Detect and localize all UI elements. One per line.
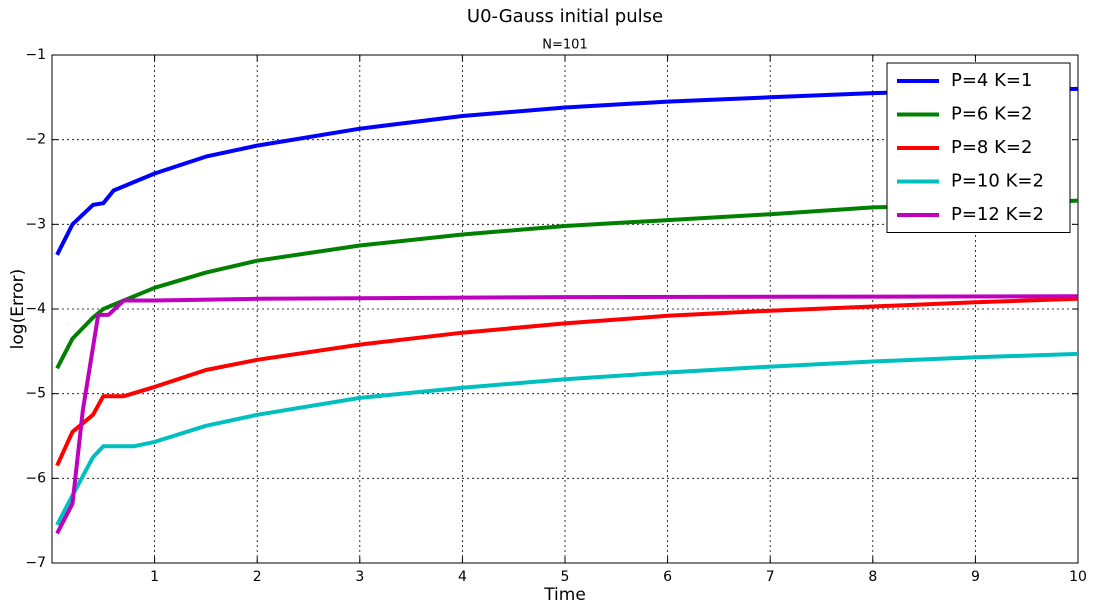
- x-tick-label: 1: [150, 569, 159, 585]
- legend-label: P=12 K=2: [951, 204, 1044, 225]
- chart-title: U0-Gauss initial pulse: [467, 6, 663, 27]
- legend-box: [886, 62, 1071, 233]
- y-tick-label: −1: [25, 47, 46, 63]
- y-tick-label: −4: [25, 301, 46, 317]
- line-series: [55, 294, 1079, 535]
- y-tick-label: −2: [25, 132, 46, 148]
- line-series: [55, 296, 1079, 467]
- x-tick-label: 3: [355, 569, 364, 585]
- x-tick-label: 9: [971, 569, 980, 585]
- legend-label: P=4 K=1: [951, 70, 1032, 91]
- y-tick-label: −5: [25, 386, 46, 402]
- y-tick-label: −7: [25, 555, 46, 571]
- y-tick-label: −6: [25, 470, 46, 486]
- x-axis-label: Time: [543, 585, 586, 605]
- x-tick-label: 2: [253, 569, 262, 585]
- x-tick-label: 10: [1069, 569, 1087, 585]
- x-tick-label: 8: [868, 569, 877, 585]
- y-tick-label: −3: [25, 216, 46, 232]
- y-axis-label: log(Error): [8, 269, 28, 350]
- line-series: [55, 351, 1079, 526]
- legend-label: P=8 K=2: [951, 137, 1032, 158]
- line-series: [55, 86, 1079, 256]
- x-tick-label: 5: [561, 569, 570, 585]
- x-tick-label: 4: [458, 569, 467, 585]
- plot-frame: [51, 54, 1079, 564]
- x-tick-label: 6: [663, 569, 672, 585]
- x-tick-label: 7: [766, 569, 775, 585]
- legend-label: P=10 K=2: [951, 171, 1044, 192]
- chart-subtitle: N=101: [542, 38, 587, 53]
- legend-label: P=6 K=2: [951, 104, 1032, 125]
